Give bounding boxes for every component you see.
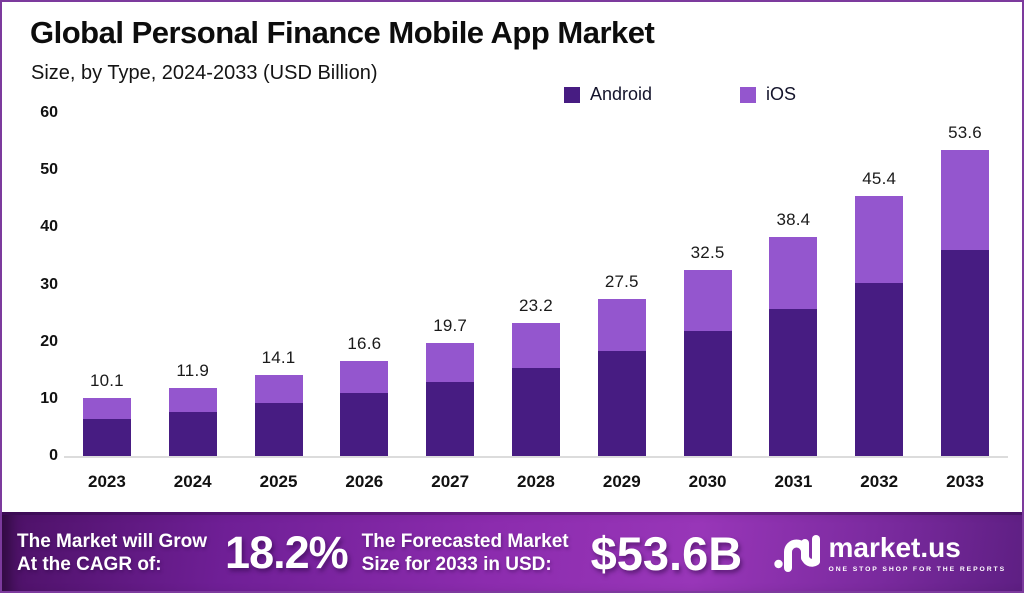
logo-name: market.us [828, 531, 961, 563]
x-tick-label: 2031 [774, 472, 813, 491]
ios-swatch-icon [740, 86, 757, 103]
bar-segment-ios [82, 398, 131, 419]
cagr-intro-line2: At the CAGR of: [17, 554, 162, 575]
y-tick-label: 40 [40, 218, 58, 236]
forecast-intro-line2: Size for 2033 in USD: [361, 554, 552, 575]
cagr-intro-text: The Market will Grow At the CAGR of: [17, 530, 207, 576]
bar-2023: 10.1 [64, 113, 150, 456]
x-tick-label: 2032 [860, 472, 899, 491]
x-tick-label: 2024 [173, 472, 212, 491]
cagr-value: 18.2% [225, 527, 349, 578]
y-tick-label: 20 [40, 332, 58, 350]
android-swatch-icon [564, 86, 580, 103]
chart-panel: Global Personal Finance Mobile App Marke… [2, 2, 1022, 514]
legend-label-ios: iOS [766, 84, 797, 104]
bar-segment-android [82, 418, 131, 456]
legend-item-ios: iOS [740, 84, 796, 105]
bar-segment-android [769, 308, 818, 456]
bar-segment-android [426, 381, 475, 456]
bar-segment-ios [254, 375, 303, 403]
bar-segment-ios [426, 343, 475, 382]
bar-total-label: 27.5 [604, 271, 639, 291]
bar-2028: 23.2 [493, 113, 579, 456]
x-tick-label: 2027 [431, 472, 470, 491]
x-tick-label: 2030 [688, 472, 727, 491]
bar-2029: 27.5 [579, 113, 665, 456]
logo-tagline: ONE STOP SHOP FOR THE REPORTS [828, 565, 1006, 573]
bar-segment-ios [683, 270, 732, 332]
marketus-logo: market.us ONE STOP SHOP FOR THE REPORTS [773, 531, 1006, 573]
bar-total-label: 14.1 [261, 348, 296, 368]
page-title: Global Personal Finance Mobile App Marke… [30, 15, 655, 50]
y-tick-label: 30 [40, 275, 58, 293]
cagr-banner: The Market will Grow At the CAGR of: 18.… [2, 512, 1022, 591]
forecast-intro-text: The Forecasted Market Size for 2033 in U… [362, 530, 569, 576]
forecast-value: $53.6B [590, 526, 743, 580]
forecast-intro-line1: The Forecasted Market [361, 530, 569, 552]
bar-segment-android [340, 392, 389, 456]
bar-2033: 53.6 [922, 113, 1008, 456]
bar-2030: 32.5 [665, 113, 751, 456]
chart-legend: Android iOS [564, 84, 796, 105]
bar-2026: 16.6 [321, 113, 407, 456]
bar-2025: 14.1 [236, 113, 322, 456]
legend-label-android: Android [590, 84, 653, 104]
bar-segment-ios [855, 196, 904, 283]
plot-area: 0 10 20 30 40 50 60 10.1 11.9 14.1 16.6 19.7 23.2 27.… [40, 104, 1008, 464]
x-tick-label: 2025 [259, 472, 298, 491]
bar-2031: 38.4 [751, 113, 837, 456]
bar-segment-android [254, 402, 303, 456]
cagr-intro-line1: The Market will Grow [17, 530, 208, 552]
marketus-logo-icon [773, 535, 820, 572]
bar-segment-android [511, 367, 560, 456]
bar-segment-android [855, 282, 904, 456]
bar-total-label: 32.5 [690, 243, 725, 263]
bar-total-label: 45.4 [862, 169, 897, 189]
bar-total-label: 19.7 [433, 316, 468, 336]
y-tick-label: 50 [40, 161, 58, 179]
y-tick-label: 60 [40, 104, 58, 121]
bar-2027: 19.7 [407, 113, 493, 456]
x-tick-label: 2029 [602, 472, 641, 491]
bar-segment-android [168, 411, 217, 456]
bar-segment-ios [769, 236, 818, 309]
y-tick-label: 10 [40, 389, 58, 407]
bar-segment-ios [168, 387, 217, 412]
bar-total-label: 10.1 [89, 371, 124, 391]
x-tick-label: 2026 [345, 472, 384, 491]
bar-segment-ios [597, 298, 646, 351]
x-tick-label: 2028 [517, 472, 555, 491]
marketus-logo-text: market.us ONE STOP SHOP FOR THE REPORTS [828, 531, 1006, 573]
bar-total-label: 38.4 [776, 209, 811, 229]
bar-segment-android [941, 250, 990, 456]
bar-segment-ios [941, 149, 990, 251]
bar-segment-ios [511, 323, 560, 368]
legend-item-android: Android [564, 84, 652, 105]
bar-segment-android [683, 331, 732, 456]
chart-subtitle: Size, by Type, 2024-2033 (USD Billion) [31, 62, 378, 84]
bar-2024: 11.9 [150, 113, 236, 456]
x-tick-label: 2023 [87, 472, 126, 491]
x-axis: 2023 2024 2025 2026 2027 2028 2029 2030 2031 2032… [64, 472, 1008, 492]
bar-total-label: 53.6 [948, 122, 982, 142]
bar-2032: 45.4 [836, 113, 922, 456]
bar-total-label: 23.2 [519, 296, 553, 316]
x-tick-label: 2033 [946, 472, 984, 491]
y-tick-label: 0 [49, 447, 58, 464]
bar-segment-android [597, 350, 646, 456]
bar-total-label: 16.6 [347, 334, 382, 354]
bar-total-label: 11.9 [176, 360, 210, 380]
bar-segment-ios [340, 361, 389, 393]
